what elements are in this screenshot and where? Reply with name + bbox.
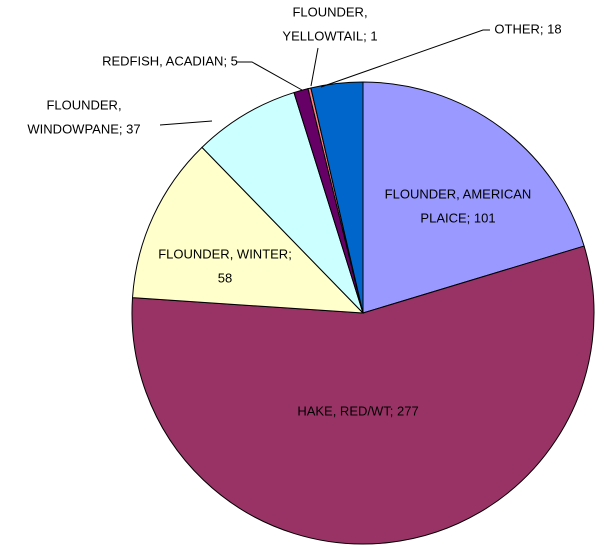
pie-slice (362, 81, 585, 314)
leader-line (237, 61, 303, 91)
slice-label: HAKE, RED/WT; 277 (297, 403, 418, 418)
leader-line (310, 47, 319, 87)
slice-label: FLOUNDER, AMERICAN (385, 186, 532, 201)
pie-slice (310, 81, 364, 314)
leader-line (320, 29, 490, 88)
slice-label: 58 (218, 270, 232, 285)
pie-slice (131, 245, 595, 545)
slice-label: WINDOWPANE; 37 (27, 121, 140, 136)
pie-slice (131, 146, 365, 314)
slice-label: REDFISH, ACADIAN; 5 (102, 53, 238, 68)
slice-label: OTHER; 18 (494, 21, 561, 36)
slice-label: FLOUNDER, (292, 4, 367, 19)
slice-label: FLOUNDER, (46, 97, 121, 112)
slice-label: FLOUNDER, WINTER; (158, 246, 292, 261)
leader-line (159, 120, 213, 126)
slice-label: YELLOWTAIL; 1 (282, 28, 377, 43)
pie-slice (201, 91, 364, 314)
slice-label: PLAICE; 101 (420, 210, 495, 225)
